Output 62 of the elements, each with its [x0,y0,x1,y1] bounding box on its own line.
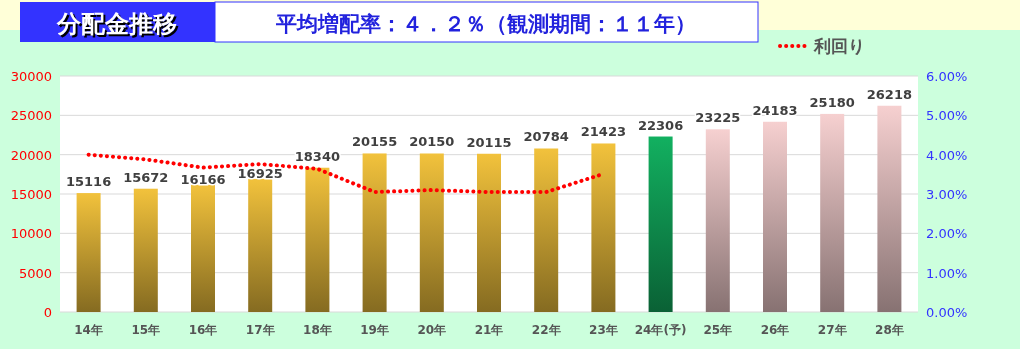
bar [419,153,444,312]
y2-tick-label: 3.00% [926,187,968,202]
x-tick-label: 17年 [245,323,275,337]
x-tick-label: 25年 [703,323,733,337]
bar [820,113,845,312]
x-tick-label: 20年 [417,323,447,337]
bar [763,121,787,312]
data-label: 25180 [809,94,855,110]
x-tick-label: 21年 [474,323,504,337]
y-tick-label: 25000 [10,108,52,124]
chart-title: 分配金推移 [56,10,177,38]
legend-label: 利回り [813,36,865,56]
x-tick-label: 27年 [817,323,847,337]
bar [362,153,387,312]
bar [133,188,158,312]
data-label: 15116 [65,174,112,190]
x-tick-label: 24年(予) [634,323,687,337]
x-tick-label: 22年 [531,323,561,337]
y2-tick-label: 1.00% [926,265,968,281]
data-label: 20784 [523,129,569,145]
bar [648,136,673,312]
data-label: 20150 [409,134,455,150]
data-label: 20115 [466,134,512,150]
y2-tick-label: 0.00% [926,305,968,320]
data-label: 26218 [866,86,913,102]
x-tick-label: 19年 [360,323,389,337]
data-label: 22306 [637,117,684,133]
x-tick-label: 16年 [188,323,218,337]
chart-subtitle: 平均増配率：４．２％（観測期間：１１年） [275,12,696,36]
x-tick-label: 28年 [875,323,904,337]
y2-tick-label: 2.00% [926,226,968,242]
y-tick-label: 5000 [18,265,52,281]
bar [477,153,501,312]
x-tick-label: 15年 [131,323,161,337]
x-tick-label: 14年 [74,323,103,337]
bar [534,148,559,312]
x-tick-label: 26年 [760,323,790,337]
bar [877,105,902,312]
data-label: 15672 [123,169,169,185]
data-label: 24183 [752,102,798,118]
y-tick-label: 10000 [10,226,52,242]
data-label: 20155 [351,134,398,150]
bar [191,184,215,312]
y2-tick-label: 5.00% [926,108,968,124]
y2-tick-label: 6.00% [926,69,968,84]
data-label: 16925 [237,165,283,181]
y-tick-label: 0 [43,305,52,320]
bar [76,193,101,312]
x-tick-label: 23年 [589,323,618,337]
bar [305,167,330,312]
x-tick-label: 18年 [303,323,332,337]
bar [248,178,273,312]
y-tick-label: 15000 [10,187,52,202]
data-label: 16166 [180,171,226,187]
data-label: 21423 [580,124,627,140]
data-label: 18340 [294,148,341,164]
y-tick-label: 30000 [10,69,52,84]
y-tick-label: 20000 [10,147,52,163]
bar [705,129,730,312]
bar [591,143,616,312]
data-label: 23225 [695,110,741,126]
y2-tick-label: 4.00% [926,147,968,163]
